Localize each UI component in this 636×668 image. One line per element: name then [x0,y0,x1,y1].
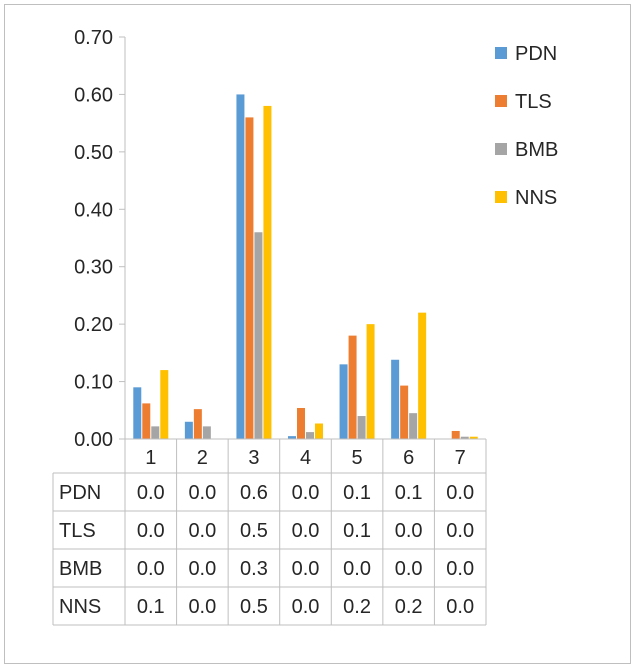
x-tick-label: 4 [300,447,311,469]
x-tick-label: 6 [403,447,414,469]
table-cell: 0.0 [137,558,165,580]
table-cell: 0.0 [292,596,320,618]
bar-nns-7 [469,436,478,439]
table-cell: 0.0 [137,520,165,542]
table-row-label-pdn: PDN [59,482,101,504]
legend-swatch-tls [495,95,507,107]
table-cell: 0.1 [395,482,423,504]
y-tick-label: 0.60 [74,84,113,106]
bar-tls-1 [142,403,151,439]
bar-tls-2 [193,409,202,439]
x-tick-label: 3 [248,447,259,469]
bar-chart-with-data-table: 0.00 0.10 0.20 0.30 0.40 0.50 0.60 0.70 1 2 3 4 5 6 7 P… [52,27,558,626]
legend-label-nns: NNS [515,187,557,209]
chart-frame: 0.00 0.10 0.20 0.30 0.40 0.50 0.60 0.70 1 2 3 4 5 6 7 P… [4,4,631,664]
table-cell: 0.0 [188,520,216,542]
table-cell: 0.0 [446,596,474,618]
bar-pdn-3 [236,94,245,439]
bar-tls-6 [400,385,409,439]
y-tick-label: 0.20 [74,314,113,336]
table-cell: 0.0 [292,558,320,580]
bar-bmb-6 [409,413,418,439]
table-cell: 0.1 [343,482,371,504]
x-tick-label: 7 [455,447,466,469]
table-cell: 0.0 [188,482,216,504]
table-cell: 0.0 [343,558,371,580]
table-cell: 0.5 [240,520,268,542]
bar-nns-1 [160,370,169,439]
bar-pdn-2 [184,421,193,439]
table-cell: 0.0 [446,520,474,542]
y-tick-label: 0.00 [74,429,113,451]
bar-pdn-4 [288,436,296,439]
table-cell: 0.1 [137,596,165,618]
table-cell: 0.0 [446,482,474,504]
table-row-label-nns: NNS [59,596,101,618]
table-row-label-tls: TLS [59,520,96,542]
x-tick-label: 5 [352,447,363,469]
legend-swatch-bmb [495,143,507,155]
table-cell: 0.0 [137,482,165,504]
legend-label-tls: TLS [515,91,552,113]
table-cell: 0.2 [343,596,371,618]
bar-bmb-3 [254,232,263,439]
x-tick-label: 1 [145,447,156,469]
table-cell: 0.3 [240,558,268,580]
y-tick-label: 0.50 [74,142,113,164]
table-cell: 0.5 [240,596,268,618]
bar-tls-7 [451,430,460,439]
bar-nns-6 [418,312,427,439]
legend-swatch-pdn [495,47,507,59]
bar-pdn-6 [391,359,400,439]
table-cell: 0.0 [395,558,423,580]
table-cell: 0.0 [292,520,320,542]
table-cell: 0.2 [395,596,423,618]
y-tick-label: 0.70 [74,27,113,49]
bar-bmb-2 [202,426,211,439]
table-cell: 0.1 [343,520,371,542]
legend-label-pdn: PDN [515,43,557,65]
bar-tls-4 [297,407,305,439]
bar-nns-5 [366,324,375,439]
table-cell: 0.0 [292,482,320,504]
bar-bmb-7 [460,436,469,439]
table-row-label-bmb: BMB [59,558,102,580]
x-tick-label: 2 [197,447,208,469]
bar-nns-4 [315,423,323,439]
y-tick-label: 0.40 [74,199,113,221]
table-cell: 0.0 [446,558,474,580]
bar-bmb-1 [151,426,160,439]
bar-tls-3 [245,117,254,440]
y-tick-label: 0.10 [74,372,113,394]
legend-label-bmb: BMB [515,139,558,161]
bar-bmb-4 [306,432,314,439]
bar-pdn-1 [133,387,142,439]
y-tick-label: 0.30 [74,257,113,279]
table-cell: 0.6 [240,482,268,504]
bar-pdn-5 [339,364,348,439]
legend-swatch-nns [495,191,507,203]
bar-bmb-5 [357,416,366,439]
bar-nns-3 [263,105,272,440]
table-cell: 0.0 [395,520,423,542]
bar-tls-5 [348,335,357,439]
table-cell: 0.0 [188,558,216,580]
table-cell: 0.0 [188,596,216,618]
